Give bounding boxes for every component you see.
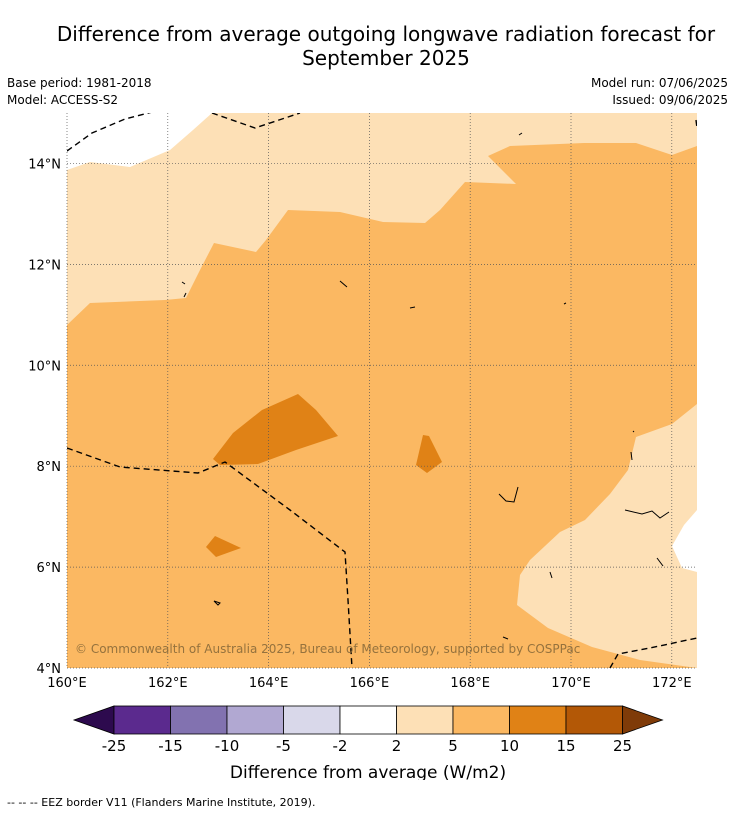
colorbar-extension-low [72,705,115,735]
colorbar-tick-label: -25 [102,737,127,755]
meta-right: Model run: 07/06/2025 Issued: 09/06/2025 [591,75,728,109]
eez-border-north-east [695,119,697,129]
region-10-to-15-c [206,536,241,557]
colorbar-tick-label: -15 [158,737,183,755]
colorbar-swatch [396,705,454,735]
colorbar-swatch [170,705,228,735]
island-outline [409,132,567,309]
meta-left: Base period: 1981-2018 Model: ACCESS-S2 [7,75,152,109]
latitude-label: 12°N [28,258,61,273]
island-outline [502,636,509,640]
longitude-label: 164°E [249,676,289,691]
colorbar-tick-label: 2 [392,737,402,755]
island-outline [181,280,348,298]
title-line-1: Difference from average outgoing longwav… [56,22,716,46]
colorbar-tick-label: 5 [448,737,458,755]
issued-date: Issued: 09/06/2025 [612,93,728,107]
longitude-label: 168°E [450,676,490,691]
island-outline [624,509,670,519]
region-10-to-15-b [416,435,442,473]
model-name: Model: ACCESS-S2 [7,93,119,107]
model-run: Model run: 07/06/2025 [590,76,728,90]
colorbar-swatch [339,705,397,735]
eez-border-southeast [609,637,697,668]
colorbar-swatches [72,705,664,735]
region-neutral-east [672,510,697,572]
eez-borders [67,113,697,668]
colorbar-extension-high [622,705,664,735]
region-neutral-northwest [67,113,212,170]
longitude-labels: 160°E 162°E 164°E 166°E 168°E 170°E 172°E [47,676,691,691]
region-2-to-5-southeast [517,404,697,668]
latitude-label: 8°N [37,460,62,475]
colorbar-swatch [226,705,284,735]
colorbar-swatch [452,705,510,735]
colorbar-swatch [113,705,171,735]
islands [181,132,670,640]
region-2-to-5-north [67,113,697,325]
eez-border-north [67,113,301,152]
colorbar-tick-label: -10 [215,737,240,755]
latitude-labels: 14°N 12°N 10°N 8°N 6°N 4°N [28,157,61,677]
longitude-label: 172°E [652,676,692,691]
island-outline [630,430,635,461]
map-copyright: © Commonwealth of Australia 2025, Bureau… [75,642,580,656]
map-title: Difference from average outgoing longwav… [0,22,736,70]
colorbar-swatch [283,705,341,735]
latitude-label: 14°N [28,157,61,172]
colorbar: -25 -15 -10 -5 -2 2 5 10 15 25 Difference from av… [72,705,664,780]
map-fill [67,113,697,668]
eez-border-west [67,447,353,668]
island-outline [656,557,664,567]
graticule [66,113,697,669]
latitude-label: 6°N [37,561,62,576]
base-period: Base period: 1981-2018 [7,76,152,90]
colorbar-tick-label: 10 [500,737,519,755]
colorbar-swatch [509,705,567,735]
longitude-label: 160°E [47,676,87,691]
island-outline [213,600,221,606]
longitude-label: 170°E [551,676,591,691]
title-line-2: September 2025 [302,46,470,70]
colorbar-ticks: -25 -15 -10 -5 -2 2 5 10 15 25 [102,737,632,755]
colorbar-tick-label: -5 [276,737,291,755]
colorbar-tick-label: 15 [556,737,575,755]
colorbar-label: Difference from average (W/m2) [230,763,506,780]
island-outline [549,571,553,579]
latitude-label: 4°N [37,662,62,677]
footer-note: -- -- -- EEZ border V11 (Flanders Marine… [7,796,316,809]
colorbar-tick-label: 25 [613,737,632,755]
longitude-label: 166°E [350,676,390,691]
forecast-map: © Commonwealth of Australia 2025, Bureau… [28,113,697,780]
latitude-label: 10°N [28,359,61,374]
longitude-label: 162°E [148,676,188,691]
colorbar-swatch [565,705,623,735]
colorbar-tick-label: -2 [333,737,348,755]
region-10-to-15-a [213,394,338,465]
island-outline [498,486,519,503]
